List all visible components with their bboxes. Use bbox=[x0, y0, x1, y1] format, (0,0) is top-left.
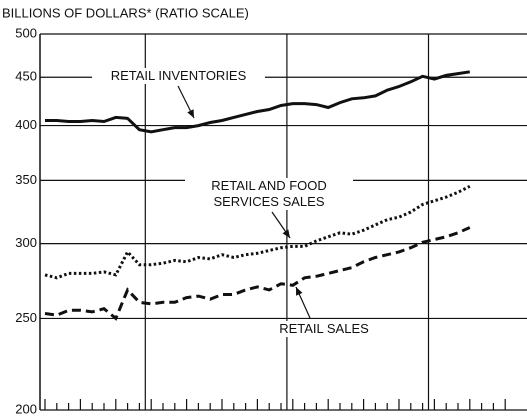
y-tick-label: 200 bbox=[15, 401, 37, 416]
y-tick-label: 400 bbox=[15, 117, 37, 132]
series-line bbox=[44, 226, 471, 321]
y-tick-label: 250 bbox=[15, 310, 37, 325]
series-label: RETAIL INVENTORIES bbox=[92, 68, 265, 84]
leader-arrowhead bbox=[282, 229, 290, 238]
series-line bbox=[45, 70, 471, 134]
leader-arrowhead bbox=[187, 109, 194, 118]
y-tick-label: 450 bbox=[15, 69, 37, 84]
y-tick-label: 500 bbox=[15, 25, 37, 40]
chart-title: BILLIONS OF DOLLARS* (RATIO SCALE) bbox=[2, 5, 249, 20]
y-tick-label: 350 bbox=[15, 172, 37, 187]
leader-arrowhead bbox=[296, 287, 303, 296]
y-tick-label: 300 bbox=[15, 235, 37, 250]
series-line bbox=[44, 184, 471, 280]
series-label: RETAIL SALES bbox=[265, 321, 383, 337]
series-label: RETAIL AND FOOD SERVICES SALES bbox=[185, 178, 353, 210]
